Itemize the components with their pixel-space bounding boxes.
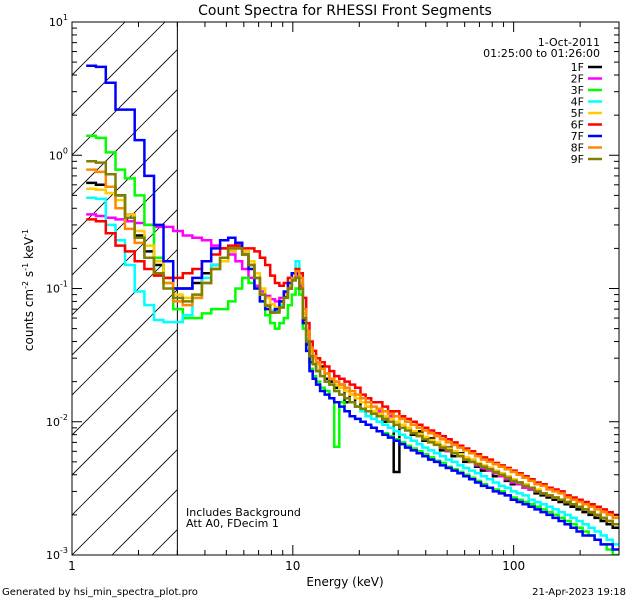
- y-label-exp3: -1: [21, 229, 30, 237]
- hatch-line: [72, 249, 178, 356]
- series-line-8F: [86, 168, 619, 520]
- hatch-line: [592, 0, 640, 555]
- y-tick-label: 100: [49, 146, 68, 162]
- annotation-attenuator: Att A0, FDecim 1: [186, 517, 279, 530]
- legend-time-range: 01:25:00 to 01:26:00: [483, 47, 600, 60]
- legend-label-4F: 4F: [571, 96, 584, 109]
- legend-label-7F: 7F: [571, 130, 584, 143]
- y-axis-label: counts cm-2 s-1 keV-1: [21, 229, 36, 351]
- x-tick-label: 10: [285, 559, 300, 573]
- y-label-tail: keV: [22, 236, 36, 263]
- chart-title: Count Spectra for RHESSI Front Segments: [198, 3, 492, 19]
- hatch-line: [552, 0, 640, 555]
- legend-label-2F: 2F: [571, 73, 584, 86]
- hatch-line: [72, 89, 178, 196]
- legend-label-1F: 1F: [571, 61, 584, 74]
- footer-generated-by: Generated by hsi_min_spectra_plot.pro: [2, 587, 198, 598]
- footer-timestamp: 21-Apr-2023 19:18: [532, 587, 626, 598]
- annotation-background: Includes Background: [186, 506, 301, 519]
- hatch-line: [72, 129, 178, 236]
- series-line-9F: [86, 160, 619, 526]
- legend-label-8F: 8F: [571, 142, 584, 155]
- plot-frame: [71, 21, 620, 556]
- x-axis-label: Energy (keV): [306, 575, 383, 589]
- background-hatch-region: [72, 0, 640, 555]
- legend-label-5F: 5F: [571, 107, 584, 120]
- y-tick-label: 101: [49, 13, 68, 29]
- x-tick-label: 1: [68, 559, 76, 573]
- series-line-5F: [86, 187, 619, 526]
- series-line-1F: [86, 181, 619, 530]
- y-label-exp1: -2: [21, 281, 30, 289]
- legend-label-6F: 6F: [571, 119, 584, 132]
- legend-label-3F: 3F: [571, 84, 584, 97]
- hatch-line: [72, 289, 178, 396]
- y-label-exp2: -1: [21, 263, 30, 271]
- hatch-line: [72, 369, 178, 476]
- hatch-line: [72, 409, 178, 516]
- y-tick-label: 10-3: [46, 546, 68, 562]
- y-tick-label: 10-1: [46, 280, 68, 296]
- y-label-mid: s: [22, 271, 36, 281]
- series-group: [86, 64, 619, 555]
- hatch-line: [72, 22, 166, 116]
- series-line-6F: [86, 218, 619, 517]
- legend-date: 1-Oct-2011: [538, 36, 600, 49]
- hatch-line: [72, 49, 178, 156]
- legend-label-9F: 9F: [571, 153, 584, 166]
- y-label-base: counts cm: [22, 289, 36, 351]
- axes-group: 1 10 100 10-3 10-2 10-1 100 101: [46, 13, 620, 573]
- hatch-line: [72, 209, 178, 316]
- x-tick-label: 100: [502, 559, 525, 573]
- y-tick-label: 10-2: [46, 413, 68, 429]
- legend: 1-Oct-2011 01:25:00 to 01:26:00 1F2F3F4F…: [483, 36, 602, 166]
- hatch-line: [72, 449, 178, 555]
- series-line-7F: [86, 64, 619, 551]
